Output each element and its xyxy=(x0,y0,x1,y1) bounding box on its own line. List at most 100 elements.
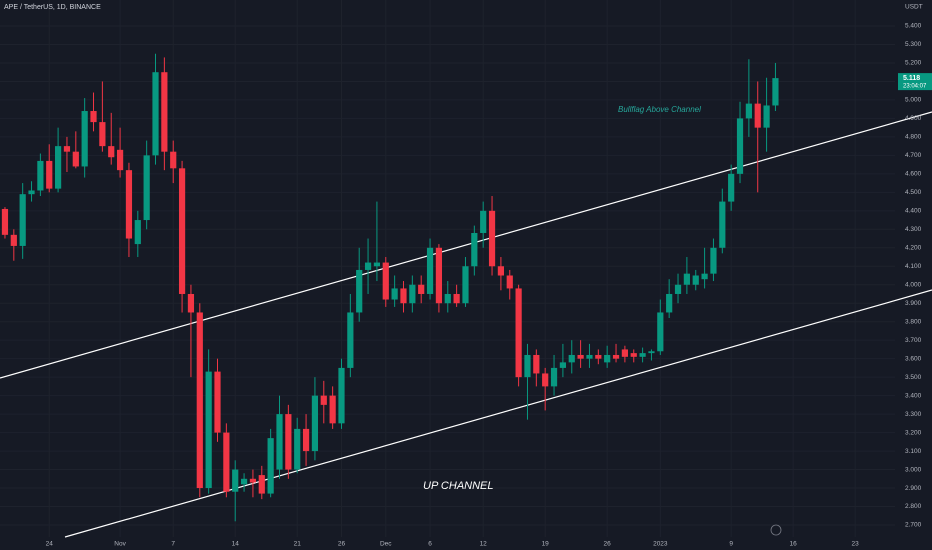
candle-body xyxy=(595,354,602,359)
candle-body xyxy=(196,312,203,489)
candle-body xyxy=(373,262,381,267)
candle-body xyxy=(302,428,310,452)
x-tick-label: 9 xyxy=(729,541,733,548)
y-tick-label: 4.900 xyxy=(905,115,922,122)
y-tick-label: 3.200 xyxy=(905,429,922,436)
candle-body xyxy=(418,284,425,294)
candle-body xyxy=(621,349,628,357)
candle-body xyxy=(568,354,575,363)
candle-body xyxy=(10,234,17,246)
candle-body xyxy=(249,478,257,483)
lower-channel-line xyxy=(64,289,932,538)
y-tick-label: 3.100 xyxy=(905,448,922,455)
candle-body xyxy=(125,170,133,239)
x-tick-label: 2023 xyxy=(653,541,668,548)
candle-body xyxy=(515,288,522,378)
candle-body xyxy=(577,354,584,359)
candle-body xyxy=(639,353,646,357)
candle-body xyxy=(320,395,327,405)
candle-body xyxy=(586,354,593,359)
candle-body xyxy=(152,72,159,156)
y-tick-label: 4.500 xyxy=(905,189,922,196)
candle-body xyxy=(506,275,513,289)
y-tick-label: 2.800 xyxy=(905,503,922,510)
candles xyxy=(1,53,779,522)
candle-body xyxy=(161,72,168,152)
candle-body xyxy=(745,103,752,119)
candle-body xyxy=(435,247,443,304)
y-tick-label: 2.900 xyxy=(905,485,922,492)
candle-body xyxy=(99,122,106,147)
y-tick-label: 5.000 xyxy=(905,97,922,104)
candle-body xyxy=(391,288,398,300)
y-tick-label: 4.300 xyxy=(905,226,922,233)
candle-body xyxy=(648,351,655,354)
candle-body xyxy=(205,371,212,489)
y-tick-label: 4.100 xyxy=(905,263,922,270)
y-tick-label: 3.600 xyxy=(905,355,922,362)
y-tick-label: 4.800 xyxy=(905,134,922,141)
candle-body xyxy=(81,111,88,167)
y-unit: USDT xyxy=(905,4,923,11)
replay-icon[interactable] xyxy=(770,524,782,536)
y-tick-label: 3.800 xyxy=(905,318,922,325)
y-tick-label: 4.000 xyxy=(905,281,922,288)
x-tick-label: 26 xyxy=(604,541,612,548)
candle-body xyxy=(550,367,558,387)
y-tick-label: 5.300 xyxy=(905,41,922,48)
candle-body xyxy=(46,160,53,189)
candle-body xyxy=(666,293,673,313)
x-tick-label: 12 xyxy=(480,541,488,548)
candle-body xyxy=(444,293,451,304)
candle-body xyxy=(497,266,505,276)
candle-body xyxy=(1,208,9,235)
y-tick-label: 3.500 xyxy=(905,374,922,381)
y-tick-label: 3.000 xyxy=(905,466,922,473)
candle-body xyxy=(90,111,97,123)
upper-channel-line xyxy=(0,111,932,379)
x-tick-label: 21 xyxy=(294,541,302,548)
candle-body xyxy=(728,173,735,202)
candle-body xyxy=(108,146,115,158)
countdown-label: 23:04:07 xyxy=(903,84,927,90)
x-tick-label: Dec xyxy=(380,541,392,548)
y-tick-label: 4.700 xyxy=(905,152,922,159)
candle-body xyxy=(347,312,354,368)
candle-body xyxy=(701,273,708,280)
candle-body xyxy=(28,190,35,195)
candle-body xyxy=(143,155,150,221)
candle-body xyxy=(356,269,363,313)
y-tick-label: 5.200 xyxy=(905,60,922,67)
candle-body xyxy=(542,373,549,387)
axis: 5.4005.3005.2005.1005.0004.9004.8004.700… xyxy=(46,23,932,548)
y-tick-label: 3.900 xyxy=(905,300,922,307)
annotation: UP CHANNEL xyxy=(423,480,494,492)
candle-body xyxy=(178,168,186,294)
candle-body xyxy=(674,284,682,294)
candle-body xyxy=(240,478,248,485)
candle-body xyxy=(19,194,26,246)
candle-body xyxy=(187,293,195,313)
y-tick-label: 2.700 xyxy=(905,522,922,529)
candle-body xyxy=(612,354,620,359)
y-tick-label: 4.400 xyxy=(905,208,922,215)
candle-body xyxy=(338,367,345,424)
candle-body xyxy=(719,201,726,248)
x-tick-label: 26 xyxy=(338,541,346,548)
annotation: Bullflag Above Channel xyxy=(618,105,701,114)
candle-body xyxy=(710,247,717,274)
candle-body xyxy=(453,293,460,304)
candle-body xyxy=(134,220,141,245)
candle-body xyxy=(170,151,177,169)
x-tick-label: 23 xyxy=(852,541,860,548)
x-tick-label: 16 xyxy=(790,541,798,548)
last-price-label: 5.118 xyxy=(903,75,920,82)
candle-body xyxy=(754,103,761,128)
candle-body xyxy=(772,78,779,106)
candle-body xyxy=(533,354,540,374)
candle-body xyxy=(559,362,566,368)
candle-body xyxy=(294,428,301,470)
candle-body xyxy=(409,284,416,304)
candle-body xyxy=(214,371,221,433)
